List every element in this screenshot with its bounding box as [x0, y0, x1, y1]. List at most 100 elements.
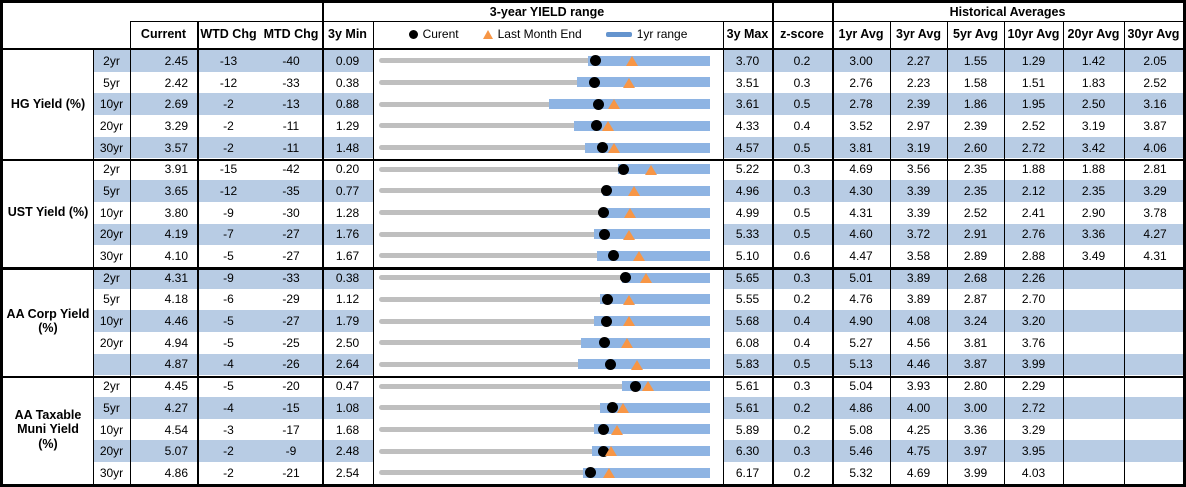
cell-wtd-chg: -5	[223, 249, 234, 264]
cell-3yr-avg: 4.08	[890, 310, 947, 332]
cell-3y-min: 2.54	[335, 465, 360, 480]
cell-tenor: 30yr	[99, 249, 124, 264]
grid-vline	[1183, 0, 1186, 487]
table-row: 20yr 3.29 -2 -11 1.29 4.33 0.4 3.52 2.97 2.39 2.52…	[0, 115, 1186, 137]
cell-20yr-avg	[1063, 266, 1124, 289]
cell-3y-min: 0.47	[335, 379, 360, 394]
cell-3yr-avg: 4.69	[906, 465, 931, 480]
col-header-5yr-avg: 5yr Avg	[953, 27, 998, 41]
table-row: 2yr 4.31 -9 -33 0.38 5.65 0.3 5.01 3.89 2.68 2.26	[0, 266, 1186, 289]
cell-5yr-avg: 1.86	[947, 93, 1004, 116]
table-row: 20yr 4.94 -5 -25 2.50 6.08 0.4 5.27 4.56 3.81 3.76	[0, 331, 1186, 354]
cell-mtd-chg: -40	[260, 50, 322, 72]
cell-30yr-avg: 3.16	[1124, 93, 1186, 116]
table-row: 30yr 4.86 -2 -21 2.54 6.17 0.2 5.32 4.69 3.99 4.03	[0, 462, 1186, 484]
cell-mtd-chg: -33	[282, 75, 300, 90]
range-chart	[373, 418, 723, 441]
one-year-range-bar	[548, 99, 710, 110]
cell-30yr-avg	[1124, 353, 1186, 376]
current-dot	[607, 250, 619, 262]
cell-30yr-avg: 2.05	[1124, 50, 1186, 72]
cell-20yr-avg: 1.83	[1081, 75, 1106, 90]
cell-3y-max: 4.99	[735, 205, 760, 220]
range-chart	[373, 375, 723, 397]
cell-1yr-avg: 3.52	[849, 118, 873, 133]
three-year-track	[379, 275, 710, 281]
cell-1yr-avg: 5.04	[849, 379, 873, 394]
cell-3y-min: 0.88	[322, 93, 373, 116]
one-year-range-bar	[594, 229, 710, 240]
cell-3y-max: 4.33	[735, 118, 760, 133]
historical-averages-title: Historical Averages	[949, 5, 1066, 19]
cell-20yr-avg	[1063, 375, 1124, 397]
current-dot	[620, 272, 632, 284]
cell-tenor: 20yr	[99, 118, 124, 133]
col-header-1yr-avg: 1yr Avg	[838, 27, 884, 41]
three-year-track	[379, 145, 710, 151]
last-month-end-marker	[640, 272, 653, 283]
cell-3y-min: 1.12	[335, 292, 360, 307]
cell-5yr-avg: 2.35	[947, 180, 1004, 202]
cell-30yr-avg: 3.78	[1143, 205, 1167, 220]
current-dot	[598, 207, 610, 219]
cell-30yr-avg: 3.87	[1143, 118, 1167, 133]
cell-30yr-avg	[1124, 289, 1186, 311]
range-chart	[373, 353, 723, 376]
legend-1yr-range: 1yr range	[605, 27, 687, 41]
cell-wtd-chg: -9	[197, 266, 260, 289]
range-chart	[373, 331, 723, 354]
grid-hline	[0, 47, 1186, 50]
cell-mtd-chg: -42	[282, 162, 300, 177]
cell-tenor: 10yr	[99, 205, 124, 220]
cell-tenor: 5yr	[93, 397, 130, 419]
cell-zscore: 0.2	[772, 50, 832, 72]
cell-wtd-chg: -2	[223, 465, 234, 480]
cell-30yr-avg	[1124, 332, 1186, 354]
cell-3y-min: 1.68	[335, 422, 360, 437]
cell-5yr-avg: 2.68	[947, 266, 1004, 289]
cell-mtd-chg: -27	[260, 223, 322, 246]
last-month-end-triangle-icon	[482, 29, 493, 39]
current-dot	[589, 76, 601, 88]
col-header-current: Current	[140, 27, 187, 41]
cell-tenor: 5yr	[103, 292, 120, 307]
cell-30yr-avg	[1124, 419, 1186, 441]
cell-3y-min: 1.08	[322, 397, 373, 419]
cell-zscore: 0.5	[772, 136, 832, 159]
cell-tenor: 10yr	[93, 93, 130, 116]
cell-wtd-chg: -4	[197, 353, 260, 376]
cell-10yr-avg: 2.52	[1021, 118, 1046, 133]
legend-last-month-label: Last Month End	[497, 27, 582, 41]
cell-wtd-chg: -15	[219, 162, 238, 177]
cell-3y-max: 5.55	[735, 292, 760, 307]
col-header-wtd-chg: WTD Chg	[200, 27, 257, 41]
cell-3yr-avg: 3.58	[906, 249, 931, 264]
cell-20yr-avg	[1063, 419, 1124, 441]
cell-3yr-avg: 2.27	[890, 50, 947, 72]
grid-vline	[947, 21, 948, 484]
cell-mtd-chg: -11	[282, 118, 300, 133]
last-month-end-marker	[622, 316, 635, 327]
cell-3yr-avg: 3.19	[890, 136, 947, 159]
last-month-end-marker	[633, 251, 646, 262]
last-month-end-marker	[604, 446, 617, 457]
cell-10yr-avg: 2.41	[1021, 205, 1046, 220]
range-chart	[373, 245, 723, 267]
cell-10yr-avg: 2.70	[1021, 292, 1046, 307]
cell-current: 2.45	[130, 50, 197, 72]
cell-3y-min: 2.50	[335, 335, 360, 350]
cell-5yr-avg: 2.89	[963, 249, 988, 264]
cell-10yr-avg: 2.88	[1021, 249, 1046, 264]
cell-1yr-avg: 4.76	[849, 292, 873, 307]
cell-mtd-chg: -20	[282, 379, 300, 394]
three-year-track	[379, 383, 710, 389]
three-year-track	[379, 166, 710, 172]
grid-hline	[0, 484, 1186, 487]
cell-zscore: 0.2	[793, 422, 811, 437]
last-month-end-marker	[630, 359, 643, 370]
cell-30yr-avg	[1124, 462, 1186, 484]
cell-wtd-chg: -7	[197, 223, 260, 246]
cell-5yr-avg: 3.00	[947, 397, 1004, 419]
cell-zscore: 0.5	[772, 353, 832, 376]
cell-tenor: 10yr	[93, 310, 130, 332]
